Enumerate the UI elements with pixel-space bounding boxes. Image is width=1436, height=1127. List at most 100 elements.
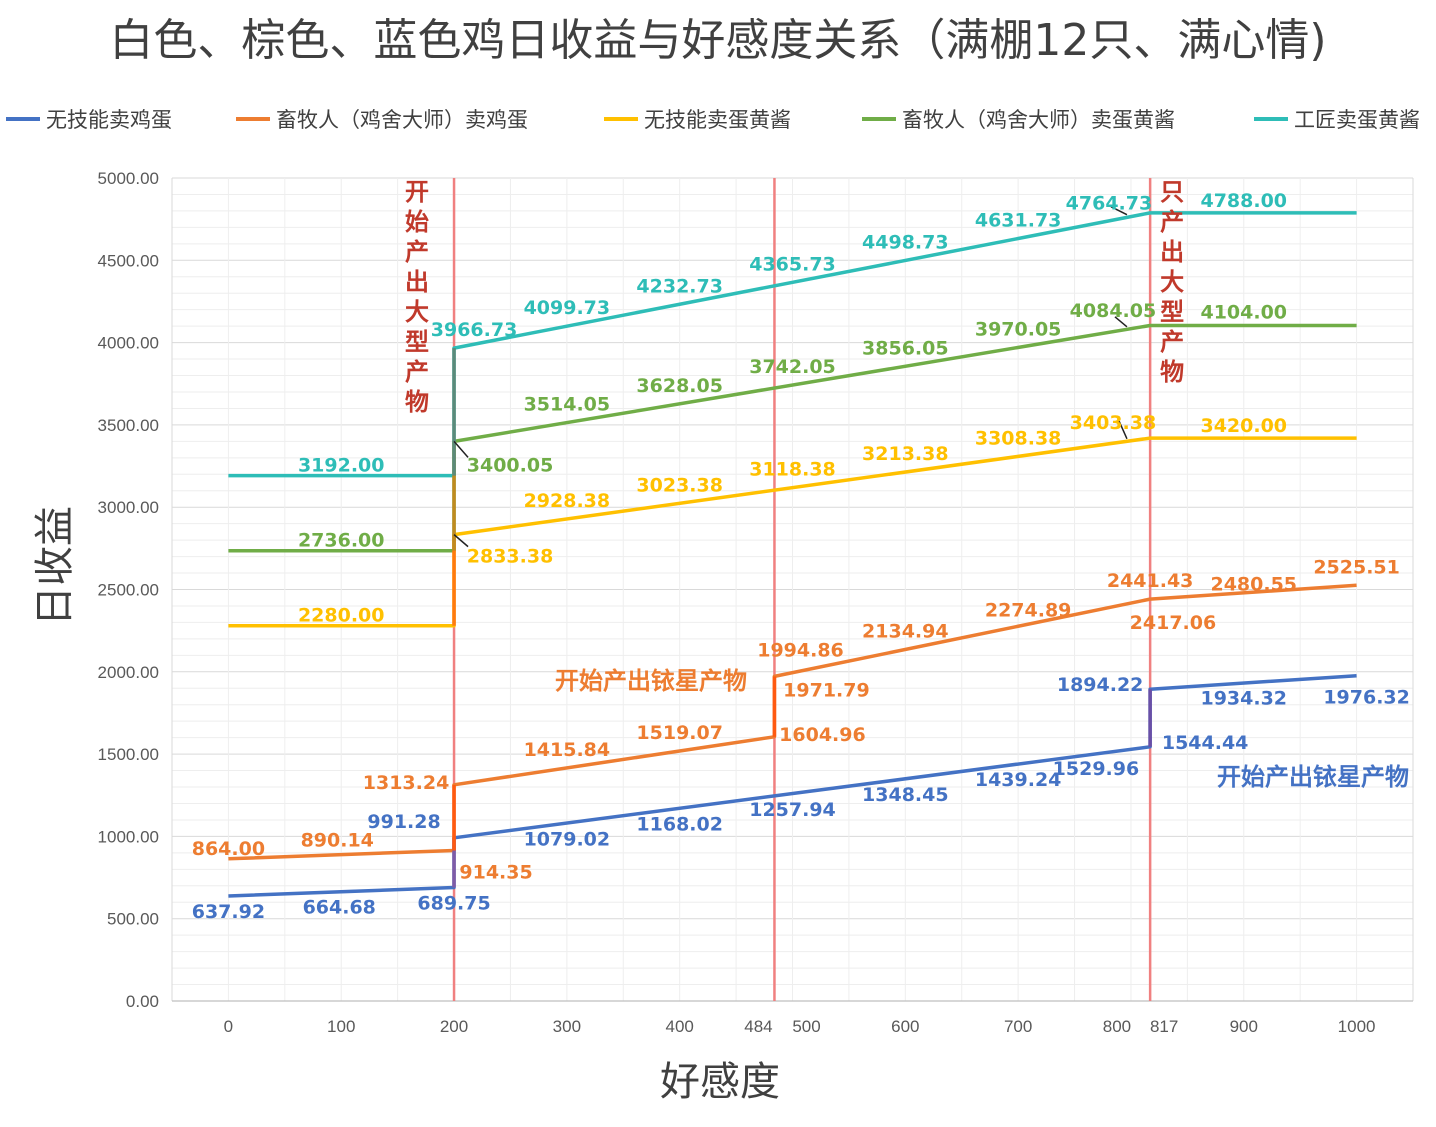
data-label: 2417.06 [1130,612,1217,634]
annotation-char: 始 [405,208,429,236]
data-label: 1257.94 [749,799,836,821]
chart-legend: 无技能卖鸡蛋 畜牧人（鸡舍大师）卖鸡蛋 无技能卖蛋黄酱 畜牧人（鸡舍大师）卖蛋黄酱 工匠… [0,104,1436,134]
data-label: 3420.00 [1200,415,1287,437]
annotation-char: 产 [405,238,429,266]
data-label: 1168.02 [636,814,723,836]
data-label: 2274.89 [985,600,1072,622]
annotation-label: 开始产出铱星产物 [555,667,747,695]
data-label: 3308.38 [975,427,1062,449]
x-tick-label: 100 [327,1017,355,1036]
data-label: 991.28 [367,811,440,833]
data-label: 914.35 [459,861,532,883]
legend-label: 无技能卖鸡蛋 [46,108,172,132]
y-tick-label: 5000.00 [98,169,159,188]
data-label: 4104.00 [1200,301,1287,323]
x-tick-label: 484 [744,1017,772,1036]
annotation-char: 型 [1160,298,1184,326]
x-tick-label: 700 [1004,1017,1032,1036]
legend-swatch [604,117,638,121]
data-label: 2441.43 [1107,570,1194,592]
x-tick-label: 600 [891,1017,919,1036]
data-label: 1976.32 [1323,687,1410,709]
y-tick-label: 1000.00 [98,827,159,846]
data-label: 864.00 [192,838,265,860]
data-label: 3192.00 [298,455,385,477]
legend-swatch [6,117,40,121]
data-label: 3628.05 [636,375,723,397]
annotation-char: 产 [405,358,429,386]
data-labels: 637.92 664.68 689.75 991.28 1079.02 1168.02 12… [192,190,1410,923]
data-label: 1604.96 [779,724,866,746]
data-label: 1994.86 [757,640,844,662]
data-label: 3403.38 [1070,412,1157,434]
y-tick-label: 0.00 [126,992,159,1011]
y-tick-label: 3000.00 [98,498,159,517]
data-label: 3213.38 [862,443,949,465]
annotation-char: 物 [1160,358,1184,386]
data-label: 4232.73 [636,275,723,297]
annotation-char: 产 [1160,328,1184,356]
chart-title: 白色、棕色、蓝色鸡日收益与好感度关系（满棚12只、满心情) [109,15,1327,66]
annotation-char: 物 [405,388,429,416]
data-label: 1894.22 [1057,674,1144,696]
data-label: 664.68 [303,897,376,919]
label-leader-lines [453,206,1128,548]
leader-line [1118,420,1128,440]
legend-label: 畜牧人（鸡舍大师）卖蛋黄酱 [902,108,1175,132]
data-label: 4365.73 [749,253,836,275]
y-tick-label: 500.00 [107,910,159,929]
data-label: 4498.73 [862,232,949,254]
legend-swatch [862,117,896,121]
annotation-char: 出 [1160,238,1184,266]
legend-item: 畜牧人（鸡舍大师）卖鸡蛋 [236,104,528,134]
y-axis-title: 日收益 [32,506,78,626]
data-label: 3400.05 [467,454,554,476]
data-label: 1415.84 [524,739,611,761]
data-label: 3856.05 [862,337,949,359]
y-tick-label: 1500.00 [98,745,159,764]
annotation-char: 大 [405,298,429,326]
y-tick-label: 4000.00 [98,334,159,353]
x-tick-label: 1000 [1338,1017,1376,1036]
x-tick-label: 300 [553,1017,581,1036]
data-label: 3966.73 [431,319,518,341]
legend-label: 畜牧人（鸡舍大师）卖鸡蛋 [276,108,528,132]
data-label: 2280.00 [298,605,385,627]
x-tick-label: 200 [440,1017,468,1036]
y-tick-label: 3500.00 [98,416,159,435]
data-label: 1313.24 [363,772,450,794]
x-axis-title: 好感度 [660,1059,780,1105]
data-label: 1529.96 [1053,758,1140,780]
legend-item: 畜牧人（鸡舍大师）卖蛋黄酱 [862,104,1175,134]
x-tick-label: 0 [224,1017,233,1036]
data-label: 3514.05 [524,394,611,416]
grid-lines [171,177,1414,1002]
y-tick-label: 4500.00 [98,251,159,270]
data-label: 637.92 [192,901,265,923]
data-label: 2833.38 [467,546,554,568]
x-tick-label: 900 [1230,1017,1258,1036]
data-label: 2134.94 [862,621,949,643]
x-tick-label: 400 [665,1017,693,1036]
legend-item: 无技能卖鸡蛋 [6,104,172,134]
legend-swatch [1254,117,1288,121]
data-label: 1544.44 [1162,732,1249,754]
leader-line [453,534,469,548]
data-label: 2928.38 [524,490,611,512]
legend-label: 工匠卖蛋黄酱 [1294,108,1420,132]
y-tick-label: 2000.00 [98,663,159,682]
data-label: 2480.55 [1210,574,1297,596]
data-label: 4631.73 [975,210,1062,232]
legend-swatch [236,117,270,121]
data-label: 1439.24 [975,769,1062,791]
data-label: 1079.02 [524,828,611,850]
data-label: 2736.00 [298,530,385,552]
leader-line [453,440,469,458]
data-label: 3023.38 [636,474,723,496]
data-label: 1971.79 [783,679,870,701]
axis-ticks: 0.00 500.00 1000.00 1500.00 2000.00 2500.00 30… [98,169,1376,1036]
data-label: 1348.45 [862,784,949,806]
data-label: 3118.38 [749,459,836,481]
